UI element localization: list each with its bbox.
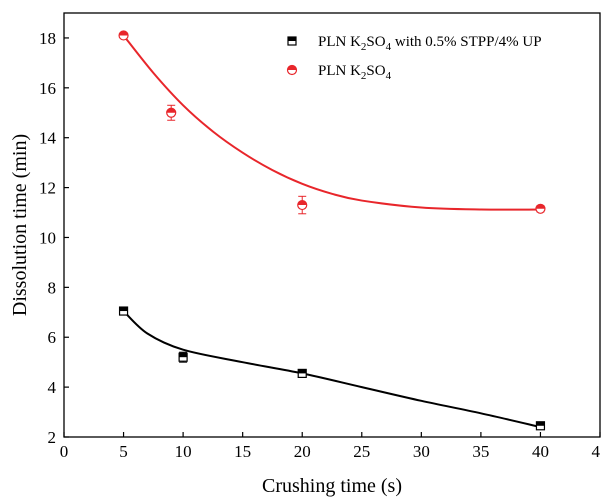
legend-label-series-1: PLN K2SO4 with 0.5% STPP/4% UP xyxy=(318,34,542,53)
y-axis-ticks: 2 4 6 8 10 12 14 16 18 xyxy=(39,29,69,447)
x-tick-label-0: 0 xyxy=(60,442,69,461)
y-tick-label-4: 10 xyxy=(39,228,56,247)
y-tick-label-7: 16 xyxy=(39,79,56,98)
legend-marker-square-shape xyxy=(287,36,297,46)
y-tick-label-6: 14 xyxy=(39,129,57,148)
fit-curves xyxy=(122,34,541,428)
legend: PLN K2SO4 with 0.5% STPP/4% UP PLN K2SO4 xyxy=(286,34,542,82)
data-points xyxy=(118,30,546,431)
y-tick-label-5: 12 xyxy=(39,179,56,198)
fit-curve-series-1 xyxy=(122,310,541,428)
legend-marker-square xyxy=(287,36,297,46)
data-point-series-1-0 xyxy=(118,306,129,316)
y-tick-label-2: 6 xyxy=(48,328,57,347)
x-tick-label-4: 20 xyxy=(294,442,311,461)
y-tick-label-3: 8 xyxy=(48,278,57,297)
data-point-series-2-2 xyxy=(297,199,308,211)
data-point-series-2-0 xyxy=(118,30,129,41)
legend-label-series-2: PLN K2SO4 xyxy=(318,63,392,82)
legend-marker-circle-shape xyxy=(286,64,298,76)
y-tick-label-0: 2 xyxy=(48,428,57,447)
legend-item-series-1: PLN K2SO4 with 0.5% STPP/4% UP xyxy=(287,34,542,53)
x-tick-label-9: 45 xyxy=(592,442,601,461)
x-axis-ticks: 0 5 10 15 20 25 30 35 40 45 xyxy=(60,432,601,461)
legend-item-series-2: PLN K2SO4 xyxy=(286,63,392,82)
x-tick-label-5: 25 xyxy=(353,442,370,461)
x-tick-label-3: 15 xyxy=(234,442,251,461)
data-point-series-1-2 xyxy=(297,368,307,378)
data-point-series-1-3 xyxy=(535,421,546,431)
x-tick-label-8: 40 xyxy=(532,442,549,461)
x-tick-label-7: 35 xyxy=(472,442,489,461)
y-tick-label-1: 4 xyxy=(48,378,57,397)
plot-frame xyxy=(63,12,601,438)
data-point-series-2-3 xyxy=(535,203,546,214)
data-point-series-1-1 xyxy=(178,352,188,362)
y-axis-title: Dissolution time (min) xyxy=(9,134,31,316)
x-axis-title: Crushing time (s) xyxy=(262,475,402,497)
x-tick-label-1: 5 xyxy=(119,442,128,461)
x-tick-label-6: 30 xyxy=(413,442,430,461)
y-tick-label-8: 18 xyxy=(39,29,56,48)
x-tick-label-2: 10 xyxy=(175,442,192,461)
data-point-series-2-1 xyxy=(166,107,177,118)
fit-curve-series-2 xyxy=(122,34,541,211)
legend-marker-circle xyxy=(286,64,298,76)
